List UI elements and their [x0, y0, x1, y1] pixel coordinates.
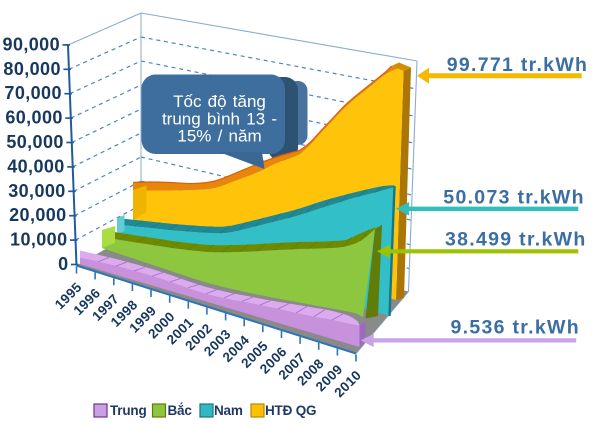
svg-text:80,000: 80,000	[3, 59, 60, 79]
svg-text:20,000: 20,000	[9, 205, 66, 225]
svg-text:99.771 tr.kWh: 99.771 tr.kWh	[447, 54, 589, 76]
svg-text:50.073 tr.kWh: 50.073 tr.kWh	[443, 186, 585, 208]
svg-text:10,000: 10,000	[10, 230, 67, 250]
svg-text:70,000: 70,000	[4, 83, 61, 103]
svg-text:90,000: 90,000	[3, 34, 60, 54]
svg-text:15% / năm: 15% / năm	[177, 127, 261, 146]
svg-text:Tốc độ tăng: Tốc độ tăng	[173, 92, 266, 111]
svg-text:40,000: 40,000	[7, 156, 64, 176]
svg-text:30,000: 30,000	[8, 181, 65, 201]
svg-text:Bắc: Bắc	[168, 403, 193, 418]
svg-text:60,000: 60,000	[5, 108, 62, 128]
svg-text:50,000: 50,000	[6, 132, 63, 152]
svg-text:Trung: Trung	[110, 403, 147, 418]
svg-text:9.536 tr.kWh: 9.536 tr.kWh	[451, 316, 580, 338]
svg-text:trung bình 13 -: trung bình 13 -	[162, 110, 277, 129]
svg-text:38.499 tr.kWh: 38.499 tr.kWh	[445, 228, 587, 250]
svg-text:Nam: Nam	[214, 403, 243, 418]
svg-text:HTĐ QG: HTĐ QG	[265, 403, 316, 418]
svg-text:0: 0	[58, 254, 68, 274]
